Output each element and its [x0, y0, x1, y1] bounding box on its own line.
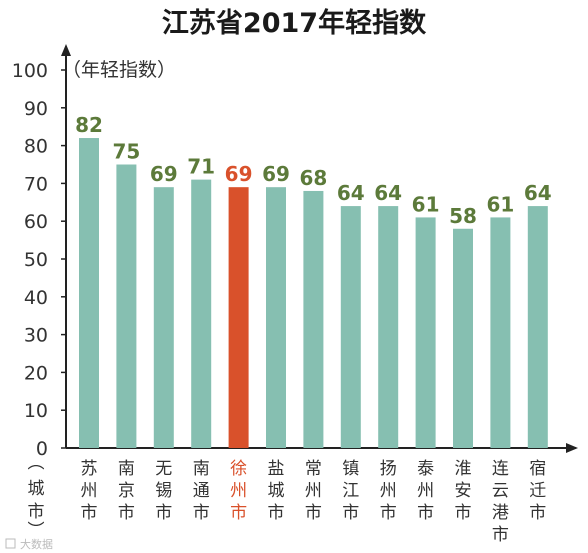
bar: [153, 187, 174, 448]
bar: [303, 190, 324, 448]
data-label: 61: [486, 192, 514, 216]
y-tick-label: 60: [24, 211, 48, 233]
data-label: 75: [112, 140, 140, 164]
y-axis-unit: （年轻指数）: [62, 59, 176, 81]
value-labels: 82 75 69 71 69 69 68 64 64 61 58 61 64: [75, 113, 552, 228]
data-label: 64: [374, 181, 402, 205]
bar: [266, 187, 286, 448]
bar: [191, 179, 212, 448]
y-tick-label: 40: [24, 287, 48, 309]
category-label: 连云港市: [492, 459, 509, 545]
category-label: 泰州市: [417, 459, 434, 523]
data-label: 69: [225, 162, 253, 186]
bar: [453, 228, 473, 448]
data-label: 82: [75, 113, 103, 137]
y-axis-arrow: [61, 44, 71, 56]
x-axis-unit: ︵城市︶: [28, 453, 45, 541]
category-label: 苏州市: [81, 459, 98, 523]
bar: [490, 217, 511, 448]
category-label: 南京市: [118, 459, 135, 523]
category-label: 南通市: [193, 459, 210, 523]
bar: [378, 206, 399, 448]
data-label: 68: [299, 166, 327, 190]
y-tick-label: 80: [24, 136, 48, 158]
data-label: 58: [449, 204, 477, 228]
bar: [116, 164, 137, 448]
data-label: 64: [524, 181, 552, 205]
y-axis-ticks: 0 10 20 30 40 50 60 70 80 90 100: [12, 60, 66, 460]
bar: [527, 206, 548, 448]
category-label: 常州市: [305, 459, 322, 523]
category-label: 徐州市: [230, 459, 247, 523]
y-tick-label: 90: [24, 98, 48, 120]
y-tick-label: 0: [36, 438, 48, 460]
data-label: 69: [150, 162, 178, 186]
chart-title: 江苏省2017年轻指数: [162, 7, 427, 39]
y-tick-label: 20: [24, 362, 48, 384]
y-tick-label: 70: [24, 173, 48, 195]
y-tick-label: 50: [24, 249, 48, 271]
x-axis-arrow: [566, 443, 578, 453]
y-tick-label: 100: [12, 60, 48, 82]
category-label: 扬州市: [380, 459, 397, 523]
category-label: 盐城市: [268, 459, 285, 523]
bar: [228, 187, 249, 448]
category-label: 淮安市: [455, 459, 472, 523]
y-tick-label: 10: [24, 400, 48, 422]
category-label: 无锡市: [155, 459, 172, 523]
category-labels: 苏州市 南京市 无锡市 南通市 徐州市 盐城市 常州市 镇江市 扬州市 泰州市 淮安市 连云港市 宿迁市: [81, 459, 547, 545]
bar: [79, 138, 99, 449]
category-label: 宿迁市: [529, 459, 546, 523]
category-label: 镇江市: [342, 459, 359, 523]
data-label: 71: [187, 155, 215, 179]
bars: [79, 138, 548, 449]
watermark: 大数据: [5, 537, 53, 551]
bar: [415, 217, 436, 448]
watermark-icon: [5, 538, 16, 549]
data-label: 61: [412, 192, 440, 216]
watermark-text: 大数据: [20, 537, 53, 551]
x-axis-unit-label: ︵城市︶: [28, 453, 45, 541]
data-label: 69: [262, 162, 290, 186]
data-label: 64: [337, 181, 365, 205]
y-tick-label: 30: [24, 325, 48, 347]
bar: [340, 206, 361, 448]
